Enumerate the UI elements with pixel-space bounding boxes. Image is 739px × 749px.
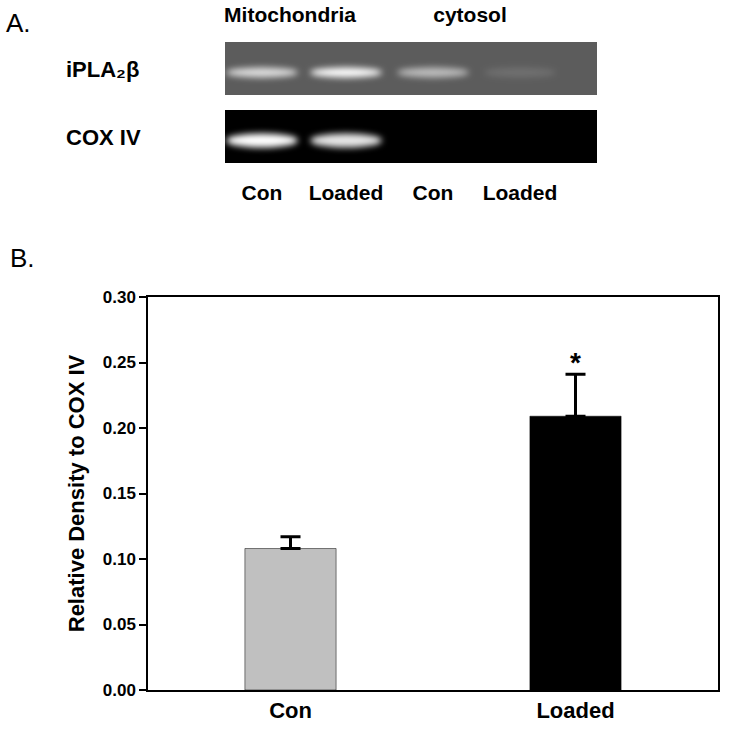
svg-text:A.: A. — [6, 8, 31, 38]
svg-text:Relative Density to COX IV: Relative Density to COX IV — [64, 354, 89, 632]
svg-text:0.25: 0.25 — [103, 353, 136, 372]
svg-text:Loaded: Loaded — [536, 698, 614, 723]
svg-text:Loaded: Loaded — [483, 181, 558, 204]
svg-text:Loaded: Loaded — [309, 181, 384, 204]
svg-text:Con: Con — [413, 181, 454, 204]
svg-text:0.10: 0.10 — [103, 550, 136, 569]
svg-text:COX IV: COX IV — [66, 125, 141, 150]
svg-text:iPLA₂β: iPLA₂β — [66, 57, 139, 82]
svg-text:cytosol: cytosol — [433, 3, 507, 26]
svg-text:Con: Con — [242, 181, 283, 204]
svg-text:*: * — [570, 347, 581, 378]
svg-text:0.15: 0.15 — [103, 484, 136, 503]
svg-text:Con: Con — [269, 698, 312, 723]
svg-text:B.: B. — [10, 243, 35, 273]
svg-text:Mitochondria: Mitochondria — [224, 3, 356, 26]
svg-text:0.30: 0.30 — [103, 288, 136, 307]
svg-text:0.20: 0.20 — [103, 419, 136, 438]
svg-text:0.00: 0.00 — [103, 681, 136, 700]
svg-text:0.05: 0.05 — [103, 615, 136, 634]
